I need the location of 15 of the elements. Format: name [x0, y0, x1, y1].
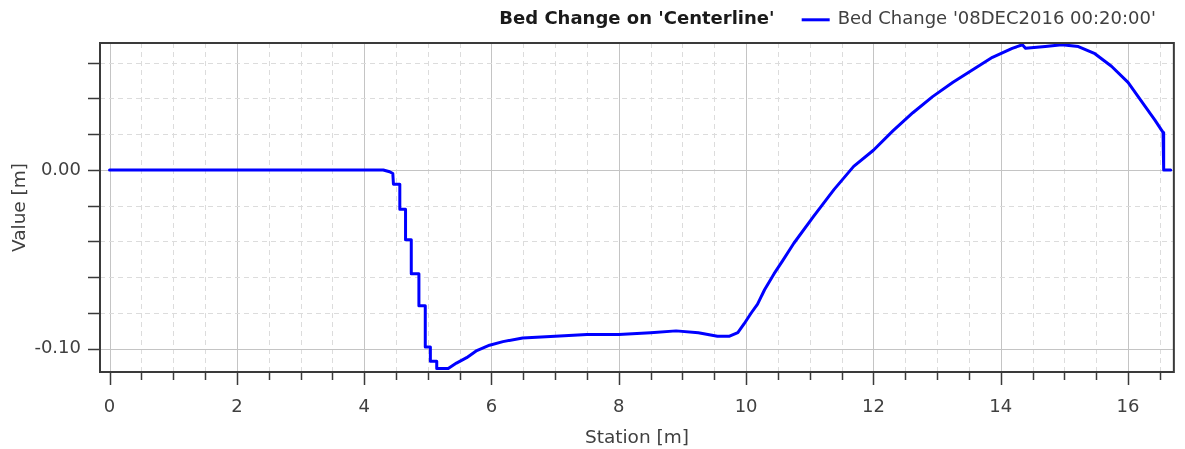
x-tick-label: 16	[1116, 395, 1140, 417]
chart-title: Bed Change on 'Centerline'	[499, 7, 775, 29]
x-tick-label: 4	[358, 395, 370, 417]
x-tick-label: 8	[613, 395, 625, 417]
x-tick-label: 10	[734, 395, 758, 417]
x-tick-label: 12	[861, 395, 885, 417]
y-tick-label: -0.10	[34, 336, 81, 358]
x-tick-label: 14	[989, 395, 1013, 417]
x-axis-title: Station [m]	[584, 425, 689, 447]
x-tick-label: 2	[231, 395, 243, 417]
legend-label: Bed Change '08DEC2016 00:20:00'	[837, 7, 1156, 29]
y-tick-label: 0.00	[40, 157, 81, 179]
x-tick-label: 6	[485, 395, 498, 417]
y-axis-title: Value [m]	[7, 162, 29, 253]
x-tick-label: 0	[103, 395, 116, 417]
